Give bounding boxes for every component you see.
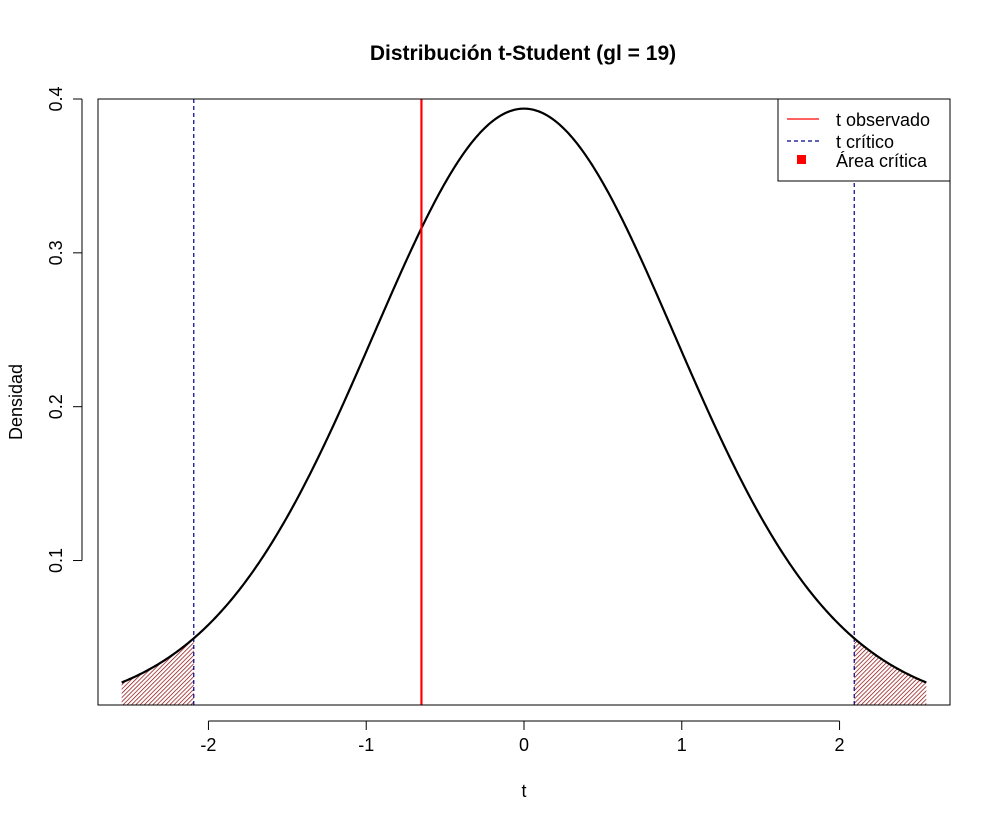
y-tick-label: 0.4 [46, 86, 66, 111]
x-tick-label: 2 [835, 735, 845, 755]
legend-observed-label: t observado [836, 110, 930, 130]
x-axis-label: t [521, 781, 526, 801]
critical-area-left [121, 638, 194, 705]
x-tick-label: -1 [358, 735, 374, 755]
y-axis: 0.1 0.2 0.3 0.4 [46, 86, 83, 573]
legend-critical-label: t crítico [836, 132, 894, 152]
critical-area-right [854, 638, 927, 705]
chart-title: Distribución t-Student (gl = 19) [370, 42, 676, 65]
legend-area-swatch [797, 155, 806, 164]
legend: t observado t crítico Área crítica [777, 98, 951, 182]
density-curve [121, 107, 927, 684]
x-tick-label: 0 [519, 735, 529, 755]
plot-frame [97, 98, 951, 706]
legend-box [777, 98, 951, 182]
x-tick-label: -2 [200, 735, 216, 755]
y-tick-label: 0.2 [46, 394, 66, 419]
critical-lines-layer [193, 99, 855, 705]
x-axis: -2 -1 0 1 2 [200, 720, 845, 755]
legend-area-label: Área crítica [836, 151, 928, 171]
y-tick-label: 0.3 [46, 240, 66, 265]
x-tick-label: 1 [677, 735, 687, 755]
y-tick-label: 0.1 [46, 548, 66, 573]
critical-area-layer [121, 638, 927, 705]
y-axis-label: Densidad [6, 364, 26, 440]
